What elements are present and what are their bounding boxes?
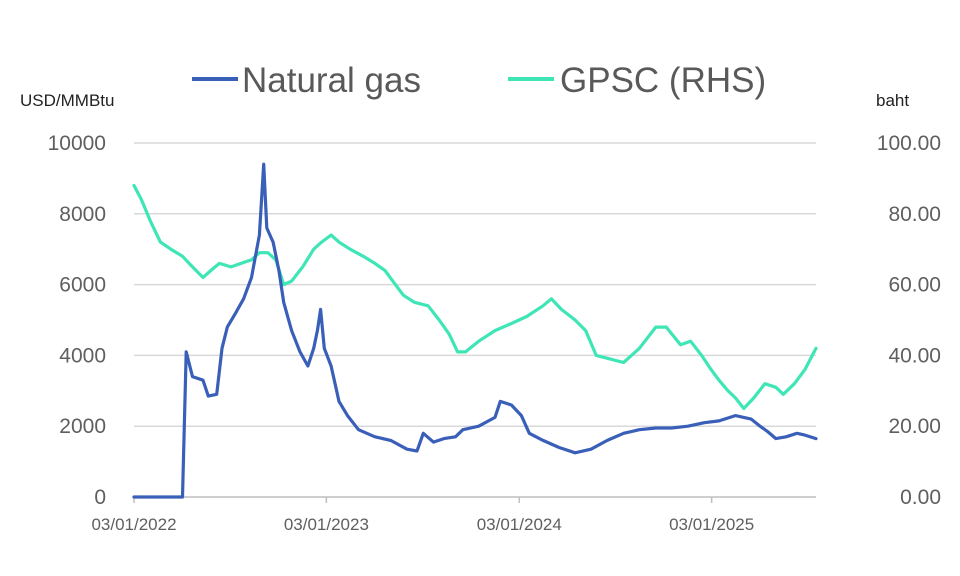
right-axis-unit-label: baht: [876, 91, 909, 110]
left-axis-ticks: 0 2000 4000 6000 8000 10000: [48, 132, 106, 509]
x-tick-label: 03/01/2024: [477, 515, 562, 534]
right-tick-label: 80.00: [888, 203, 941, 226]
left-tick-label: 2000: [59, 415, 106, 438]
right-tick-label: 0.00: [900, 486, 941, 509]
x-tick-label: 03/01/2025: [669, 515, 754, 534]
right-axis-ticks: 0.00 20.00 40.00 60.00 80.00 100.00: [877, 132, 941, 509]
right-tick-label: 60.00: [888, 274, 941, 297]
series-layer: [132, 162, 818, 499]
right-tick-label: 40.00: [888, 344, 941, 367]
legend: Natural gas GPSC (RHS): [192, 61, 766, 100]
x-axis-ticks: 03/01/2022 03/01/2023 03/01/2024 03/01/2025: [91, 515, 754, 534]
left-tick-label: 0: [94, 486, 106, 509]
right-tick-label: 100.00: [877, 132, 941, 155]
left-tick-label: 10000: [48, 132, 106, 155]
right-tick-label: 20.00: [888, 415, 941, 438]
left-tick-label: 4000: [59, 344, 106, 367]
left-tick-label: 8000: [59, 203, 106, 226]
legend-label-gpsc: GPSC (RHS): [560, 61, 766, 100]
series-line-gpsc: [132, 183, 818, 411]
x-tick-label: 03/01/2022: [91, 515, 176, 534]
series-line-natural-gas: [132, 162, 818, 499]
left-axis-unit-label: USD/MMBtu: [20, 91, 114, 110]
gridlines: [133, 142, 816, 503]
x-tick-label: 03/01/2023: [284, 515, 369, 534]
legend-label-natural-gas: Natural gas: [242, 61, 421, 100]
left-tick-label: 6000: [59, 274, 106, 297]
